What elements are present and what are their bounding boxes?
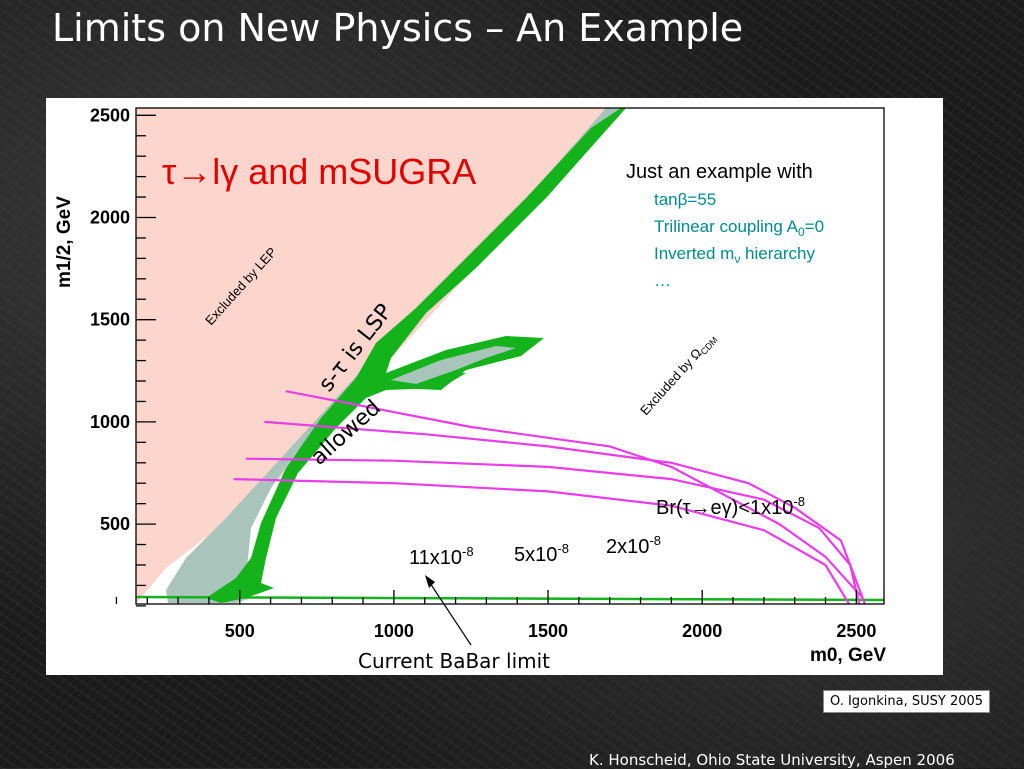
series-label: 2x10-8	[606, 533, 661, 558]
limit-curve-1e-8	[233, 478, 851, 604]
plot-panel: 500 1000 1500 2000 2500 500 1000 1500 2000 2500 m1…	[46, 98, 943, 675]
note-ellipsis: …	[654, 271, 671, 290]
msugra-chart: 500 1000 1500 2000 2500 500 1000 1500 2000 2500 m1…	[54, 105, 886, 673]
series-label: 5x10-8	[514, 541, 569, 566]
chart-title: τ→lγ and mSUGRA	[162, 151, 476, 192]
x-axis-title: m0, GeV	[810, 645, 886, 666]
y-tick-label: 500	[100, 514, 130, 534]
annotation-arrow-line	[427, 579, 472, 646]
x-tick-label: 1500	[528, 621, 568, 641]
x-tick-label: 500	[225, 621, 255, 641]
note-hierarchy: Inverted mν hierarchy	[654, 244, 815, 266]
footer-text: K. Honscheid, Ohio State University, Asp…	[589, 751, 955, 769]
x-tick-label: 2500	[836, 621, 876, 641]
limits-header: Br(τ→eγ)<1x10-8	[656, 494, 805, 519]
annotation-arrow-head	[425, 575, 435, 588]
y-tick-label: 1500	[90, 310, 130, 330]
x-tick-label: 2000	[682, 621, 722, 641]
y-axis-title: m1/2, GeV	[54, 196, 75, 288]
limit-curve-5e-8	[264, 420, 867, 604]
allowed-lobe	[391, 346, 516, 384]
note-heading: Just an example with	[626, 161, 813, 183]
plot-area	[136, 108, 884, 604]
annotation-babar-limit: Current BaBar limit	[358, 649, 550, 673]
note-trilinear: Trilinear coupling A0=0	[654, 217, 824, 239]
limit-curve-11e-8	[285, 390, 864, 599]
y-tick-label: 2000	[90, 208, 130, 228]
slide-title: Limits on New Physics – An Example	[52, 6, 744, 50]
y-tick-label: 1000	[90, 412, 130, 432]
credit-box: O. Igonkina, SUSY 2005	[823, 690, 991, 713]
y-tick-label: 2500	[90, 105, 130, 125]
plot-frame	[135, 107, 885, 605]
limit-curve-2e-8	[245, 457, 861, 604]
series-label: 11x10-8	[409, 544, 474, 569]
x-tick-label: 1000	[374, 621, 414, 641]
label-excluded-omega: Excluded by ΩCDM	[637, 330, 720, 419]
green-floor-line	[136, 595, 884, 602]
note-tanbeta: tanβ=55	[654, 190, 716, 209]
